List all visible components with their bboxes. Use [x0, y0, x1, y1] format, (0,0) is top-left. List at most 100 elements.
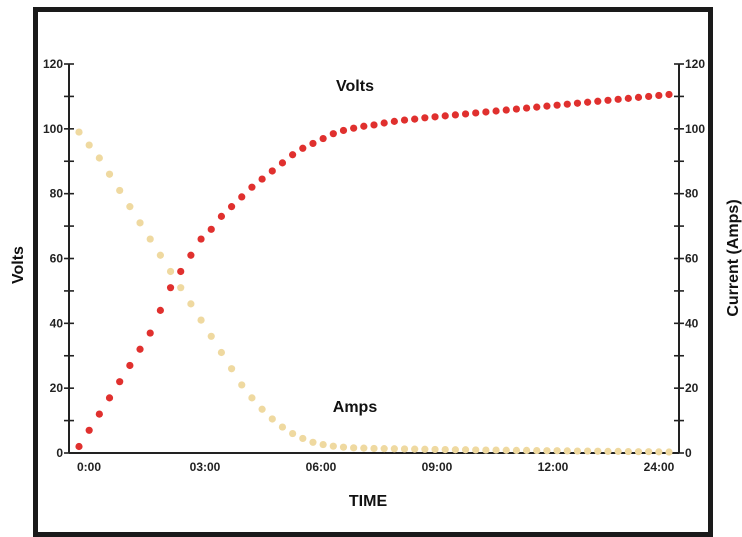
amps-point [268, 415, 276, 423]
volts-point [411, 115, 419, 123]
volts-point [268, 167, 276, 175]
volts-point [472, 109, 480, 117]
amps-point [116, 186, 124, 195]
amps-point [329, 442, 337, 450]
volts-point [584, 98, 592, 106]
series-amps [75, 128, 673, 456]
amps-point [584, 447, 592, 455]
volts-point [227, 203, 236, 211]
volts-point [553, 101, 561, 109]
volts-point [126, 361, 134, 370]
amps-point [95, 154, 103, 162]
amps-point [563, 447, 571, 455]
volts-point [380, 119, 388, 127]
right-y-tick-label: 60 [685, 252, 699, 266]
volts-point [146, 329, 154, 337]
x-tick-label: 06:00 [306, 460, 337, 474]
left-y-tick-label: 60 [50, 252, 64, 266]
amps-point [258, 405, 266, 413]
x-tick-label: 24:00 [644, 460, 675, 474]
amps-point [75, 128, 83, 136]
amps-point [665, 448, 673, 456]
series-volts [75, 90, 673, 451]
series-label-amps: Amps [333, 399, 378, 416]
volts-point [177, 267, 185, 276]
amps-point [624, 447, 632, 456]
x-axis-ticks: 0:00 03:00 06:00 09:00 12:00 24:00 [77, 460, 675, 474]
volts-point [502, 106, 510, 114]
volts-point [482, 108, 490, 116]
volts-point [319, 134, 327, 143]
volts-point [614, 95, 622, 103]
left-y-tick-label: 40 [50, 316, 64, 330]
amps-point [502, 446, 510, 454]
amps-point [166, 267, 175, 276]
right-y-tick-label: 0 [685, 446, 692, 460]
left-y-tick-label: 120 [43, 57, 63, 71]
x-tick-label: 12:00 [538, 460, 569, 474]
amps-point [85, 141, 93, 149]
amps-point [655, 448, 663, 456]
y-axis-title-left: Volts [10, 246, 27, 284]
left-y-axis-ticks: 0 20 40 60 80 100 120 [43, 57, 74, 460]
volts-point [624, 94, 632, 102]
volts-point [522, 104, 531, 112]
amps-point [319, 440, 327, 449]
volts-point [350, 124, 358, 132]
right-y-axis-ticks: 0 20 40 60 80 100 120 [674, 57, 705, 460]
amps-point [400, 445, 409, 453]
right-y-tick-label: 100 [685, 122, 705, 136]
amps-point [309, 438, 317, 446]
x-tick-label: 0:00 [77, 460, 101, 474]
volts-point [645, 92, 653, 101]
amps-point [421, 445, 429, 453]
amps-point [645, 448, 653, 456]
volts-point [217, 212, 226, 220]
volts-point [594, 97, 602, 105]
amps-point [461, 446, 470, 454]
volts-point [95, 410, 103, 418]
volts-point [289, 151, 297, 159]
amps-point [553, 447, 561, 455]
amps-point [512, 446, 521, 455]
series-label-volts: Volts [336, 78, 374, 95]
volts-point [461, 110, 470, 118]
volts-point [573, 99, 582, 107]
left-y-tick-label: 20 [50, 381, 64, 395]
amps-point [227, 365, 236, 373]
volts-point [238, 193, 246, 201]
amps-point [390, 445, 398, 453]
volts-point [299, 144, 307, 152]
volts-point [604, 96, 612, 104]
amps-point [543, 447, 551, 455]
amps-point [573, 447, 582, 455]
amps-point [472, 446, 480, 454]
amps-point [248, 394, 256, 402]
chart: 0 20 40 60 80 100 120 0 20 40 60 80 100 120 0:00 03:0… [10, 57, 742, 510]
amps-point [207, 332, 215, 340]
amps-point [522, 446, 531, 455]
volts-point [665, 90, 673, 99]
amps-point [299, 434, 307, 443]
amps-point [380, 445, 388, 453]
volts-point [492, 107, 500, 115]
volts-point [75, 442, 83, 451]
volts-point [309, 139, 317, 148]
amps-point [136, 219, 144, 227]
right-y-tick-label: 40 [685, 316, 699, 330]
amps-point [187, 300, 195, 308]
amps-point [594, 447, 602, 455]
amps-point [411, 445, 419, 453]
amps-point [634, 448, 643, 456]
volts-point [543, 102, 551, 110]
volts-point [207, 225, 215, 233]
amps-point [441, 445, 449, 454]
volts-point [166, 284, 175, 292]
amps-point [289, 429, 297, 438]
volts-point [441, 112, 449, 120]
volts-point [400, 116, 409, 124]
amps-point [177, 284, 185, 292]
volts-point [136, 345, 144, 353]
left-y-tick-label: 80 [50, 187, 64, 201]
volts-point [512, 105, 521, 113]
